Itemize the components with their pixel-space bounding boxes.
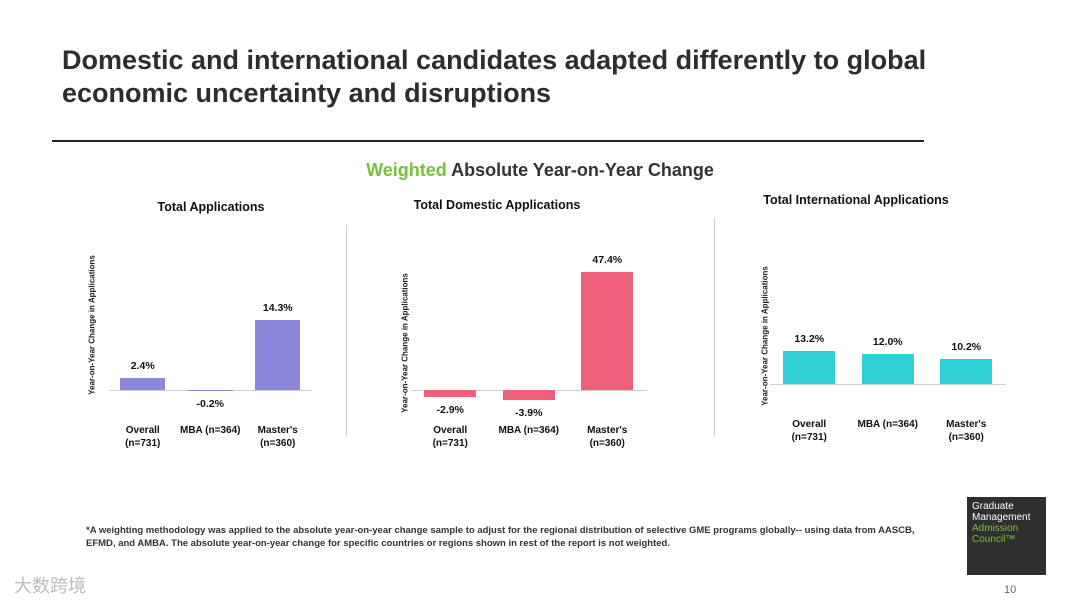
value-label: 10.2% xyxy=(951,340,982,353)
x-tick-label: MBA (n=364) xyxy=(180,425,241,437)
x-tick-label: Master's (n=360) xyxy=(587,425,628,449)
value-label: -2.9% xyxy=(436,404,464,417)
x-tick-label: MBA (n=364) xyxy=(857,419,918,430)
subtitle: Weighted Absolute Year-on-Year Change xyxy=(0,160,1080,181)
divider xyxy=(346,225,347,435)
bar xyxy=(424,390,477,398)
bar xyxy=(120,378,166,391)
logo-line: Graduate xyxy=(972,501,1014,512)
chart-title: Total Applications xyxy=(157,200,265,214)
value-label: -0.2% xyxy=(196,398,224,411)
page-number: 10 xyxy=(1004,584,1017,596)
title-rule xyxy=(52,140,924,142)
bar xyxy=(581,271,634,390)
logo-line: Admission xyxy=(972,523,1019,534)
x-tick-label: Overall (n=731) xyxy=(432,425,468,449)
logo-line: Management xyxy=(972,512,1031,523)
value-label: 2.4% xyxy=(130,360,155,373)
bar xyxy=(783,351,836,384)
x-tick-label: MBA (n=364) xyxy=(498,425,559,436)
value-label: 12.0% xyxy=(872,336,903,348)
bar xyxy=(940,358,993,384)
y-axis-label: Year-on-Year Change in Applications xyxy=(87,255,97,395)
footnote: *A weighting methodology was applied to … xyxy=(86,525,915,549)
y-axis-label: Year-on-Year Change in Applications xyxy=(760,266,770,406)
x-tick-label: Overall (n=731) xyxy=(125,425,161,450)
slide-title: Domestic and international candidates ad… xyxy=(62,45,927,108)
value-label: 47.4% xyxy=(592,253,623,266)
chart-title: Total International Applications xyxy=(763,193,949,207)
watermark: 大数跨境 xyxy=(14,576,86,596)
divider xyxy=(714,218,715,435)
bar xyxy=(255,319,301,391)
value-label: -3.9% xyxy=(515,406,543,419)
value-label: 14.3% xyxy=(262,301,293,314)
bar xyxy=(187,390,233,392)
x-tick-label: Master's (n=360) xyxy=(257,425,298,450)
x-tick-label: Master's (n=360) xyxy=(946,419,987,443)
subtitle-text: Absolute Year-on-Year Change xyxy=(451,160,714,180)
bar xyxy=(502,390,555,400)
logo: Graduate Management Admission Council™ xyxy=(967,497,1046,575)
y-axis-label: Year-on-Year Change in Applications xyxy=(400,273,410,413)
subtitle-highlight: Weighted xyxy=(366,160,447,180)
x-tick-label: Overall (n=731) xyxy=(791,419,827,443)
value-label: 13.2% xyxy=(794,333,825,345)
logo-line: Council™ xyxy=(972,534,1016,545)
baseline xyxy=(770,384,1006,385)
bar xyxy=(861,354,914,384)
chart-title: Total Domestic Applications xyxy=(413,198,581,212)
